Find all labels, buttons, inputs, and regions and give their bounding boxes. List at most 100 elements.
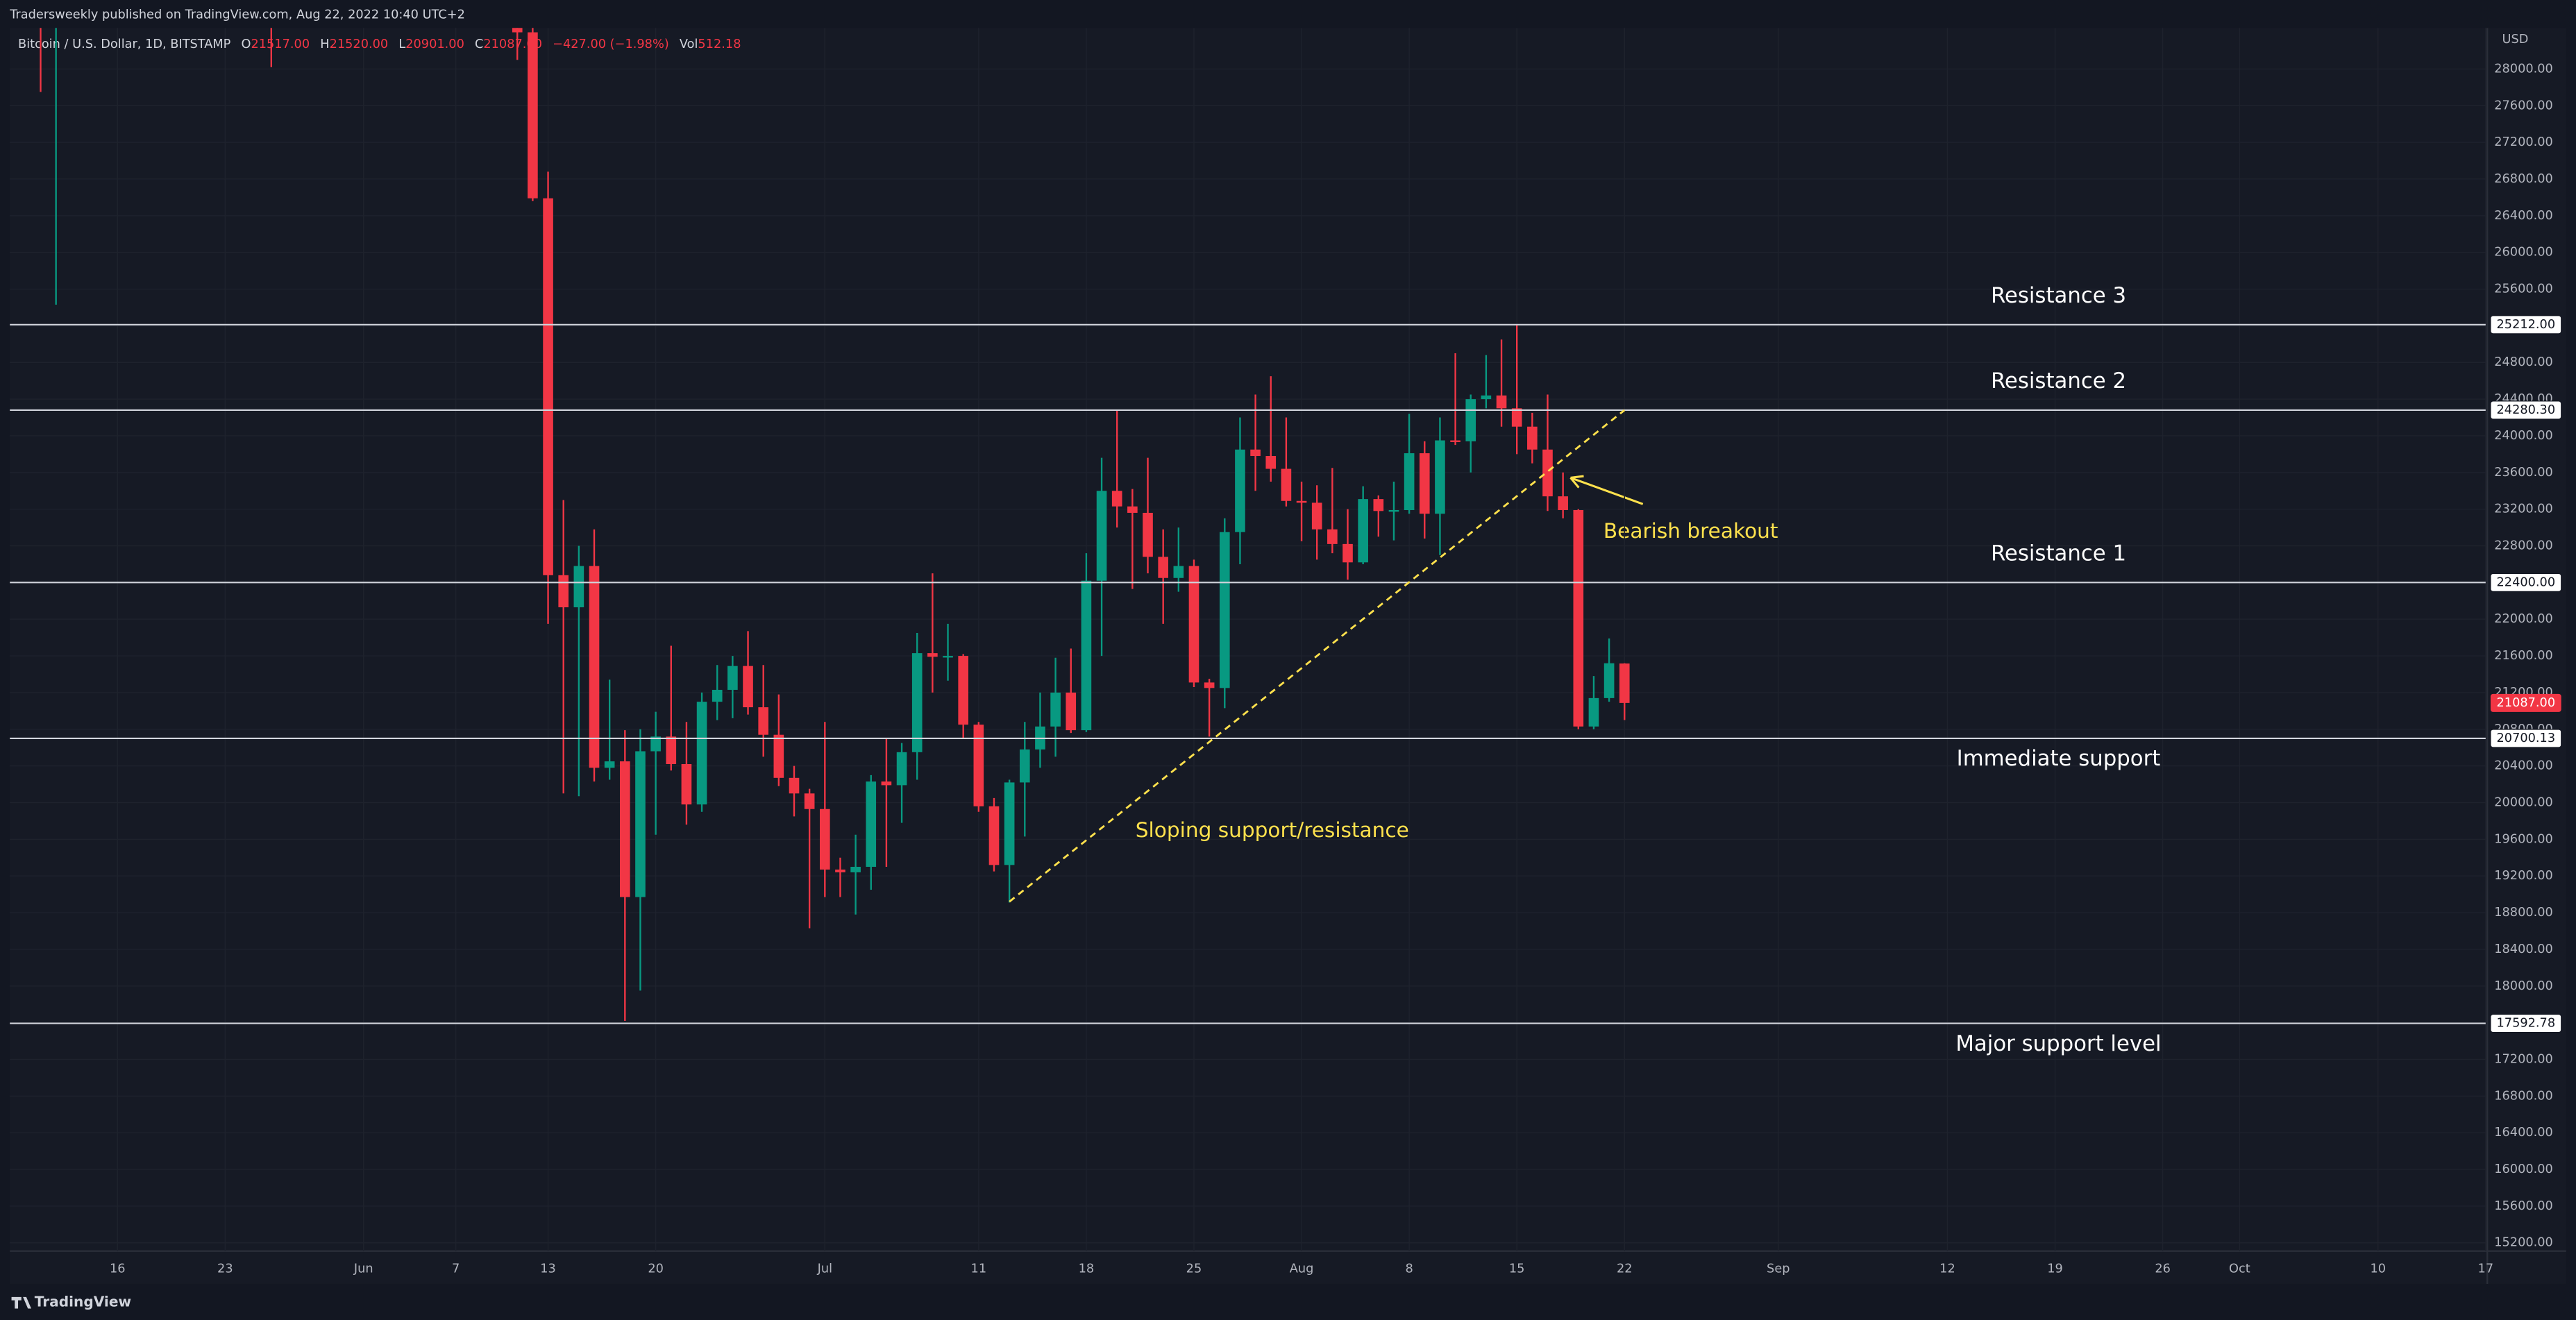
last-price-label: 21087.00 (2496, 696, 2555, 710)
candle-body (727, 666, 738, 690)
y-tick-label: 23600.00 (2494, 466, 2553, 480)
candle-body (650, 736, 661, 752)
candle-body (1096, 491, 1107, 581)
legend-value: −427.00 (−1.98%) (553, 37, 669, 51)
trendline-label: Sloping support/resistance (1136, 818, 1409, 842)
candle-body (589, 566, 600, 768)
price-box-label: 25212.00 (2496, 318, 2555, 332)
y-tick-label: 26800.00 (2494, 172, 2553, 186)
currency: USD (2502, 33, 2528, 46)
candle-body (973, 725, 984, 806)
price-box-label: 24280.30 (2496, 403, 2555, 417)
candle-body (1327, 529, 1338, 544)
candle-body (635, 751, 646, 897)
x-tick-label: 10 (2370, 1262, 2386, 1276)
candle-body (1542, 449, 1553, 497)
x-tick-label: 15 (1509, 1262, 1525, 1276)
level-name: Resistance 2 (1991, 369, 2126, 394)
level-name: Resistance 3 (1991, 283, 2126, 308)
candle-body (819, 809, 830, 870)
candle-body (558, 575, 569, 608)
header: Tradersweekly published on TradingView.c… (9, 8, 465, 22)
price-box (2490, 729, 2562, 748)
x-tick-label: 8 (1405, 1262, 1413, 1276)
candle-body (1465, 399, 1476, 441)
candle-body (1311, 502, 1322, 530)
candle-body (1358, 499, 1368, 563)
legend-key: L (398, 37, 405, 51)
price-box-label: 20700.13 (2496, 731, 2555, 745)
legend-value: 512.18 (698, 37, 741, 51)
candle-body (958, 656, 968, 725)
candle-body (1527, 426, 1538, 450)
y-tick-label: 18400.00 (2494, 942, 2553, 956)
candle-body (1373, 499, 1384, 511)
y-tick-label: 19200.00 (2494, 869, 2553, 883)
candle-body (573, 566, 584, 608)
y-tick-label: 28000.00 (2494, 62, 2553, 76)
x-tick-label: 19 (2047, 1262, 2063, 1276)
candle-body (1111, 491, 1122, 507)
candle-body (543, 198, 553, 575)
last-price-box (2490, 693, 2561, 712)
legend-key: C (475, 37, 483, 51)
y-tick-label: 27600.00 (2494, 99, 2553, 112)
y-tick-label: 17200.00 (2494, 1052, 2553, 1066)
legend-key: H (320, 37, 329, 51)
candle-body (681, 764, 692, 805)
candle-body (943, 656, 953, 658)
candle-body (804, 793, 815, 809)
candle-body (1296, 500, 1307, 503)
trendline (1009, 409, 1626, 903)
y-tick-label: 16400.00 (2494, 1126, 2553, 1140)
candle-body (1573, 509, 1584, 727)
candle-body (1250, 449, 1261, 457)
candle-body (604, 761, 615, 768)
arrow-head (1569, 475, 1584, 489)
level-name: Immediate support (1957, 746, 2161, 771)
candle-body (1588, 697, 1599, 727)
legend-value: 21517.00 (251, 37, 310, 51)
candle-body (712, 689, 723, 702)
y-tick-label: 24800.00 (2494, 355, 2553, 369)
arrow (1570, 476, 1644, 505)
x-tick-label: 23 (217, 1262, 233, 1276)
x-tick-label: 18 (1079, 1262, 1095, 1276)
candle-body (1019, 749, 1030, 783)
price-box (2490, 315, 2562, 335)
candle-body (1050, 692, 1061, 727)
candle-body (1081, 580, 1092, 731)
candle-body (1204, 682, 1215, 688)
candle-body (1158, 557, 1168, 578)
candle-body (1127, 506, 1138, 513)
candle-body (758, 707, 769, 735)
x-tick-label: Sep (1767, 1262, 1790, 1276)
legend-key: Vol (680, 37, 698, 51)
candle-body (1219, 532, 1230, 688)
y-tick-label: 25600.00 (2494, 282, 2553, 296)
candle-body (1496, 395, 1507, 409)
legend-symbol: Bitcoin / U.S. Dollar, 1D, BITSTAMP (18, 37, 231, 51)
y-tick-label: 16800.00 (2494, 1089, 2553, 1103)
candle-body (866, 781, 877, 867)
x-tick-label: 7 (452, 1262, 460, 1276)
level-name: Major support level (1955, 1031, 2161, 1056)
price-box (2490, 400, 2562, 420)
candle-body (896, 752, 907, 786)
legend-value: 21520.00 (330, 37, 389, 51)
x-tick-label: 12 (1939, 1262, 1955, 1276)
y-tick-label: 24000.00 (2494, 429, 2553, 443)
y-tick-label: 16000.00 (2494, 1162, 2553, 1176)
x-tick-label: 25 (1186, 1262, 1202, 1276)
candle-body (1603, 663, 1615, 698)
y-tick-label: 27200.00 (2494, 135, 2553, 149)
candle-body (911, 653, 923, 752)
candle-body (988, 806, 1000, 865)
y-tick-label: 20000.00 (2494, 796, 2553, 810)
candle-body (1450, 440, 1460, 442)
y-tick-label: 26400.00 (2494, 209, 2553, 223)
candle-body (1558, 496, 1568, 510)
candle-body (1235, 449, 1245, 532)
y-tick-label: 20400.00 (2494, 759, 2553, 773)
